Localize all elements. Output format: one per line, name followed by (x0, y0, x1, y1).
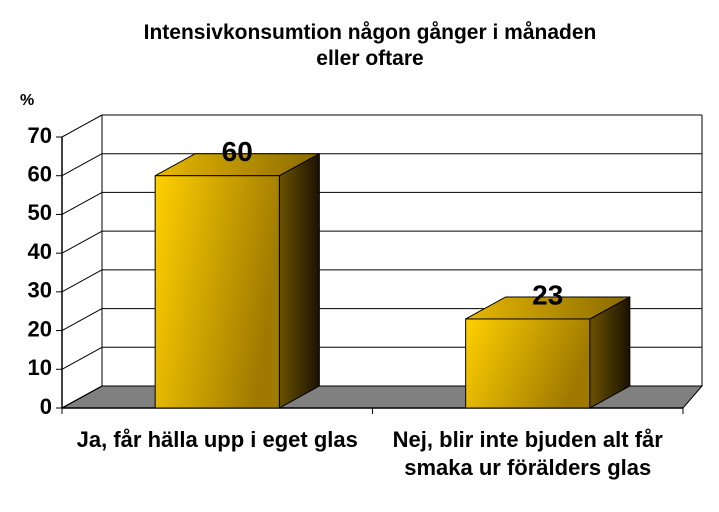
grid-line (61, 385, 103, 409)
value-label: 60 (222, 136, 253, 167)
grid-line (61, 230, 103, 254)
y-tick-label: 70 (28, 123, 52, 148)
x-tick-label: Nej, blir inte bjuden alt får smaka ur f… (392, 427, 663, 480)
grid-line (61, 191, 103, 215)
y-tick-label: 30 (28, 278, 52, 303)
grid-line (61, 153, 103, 177)
y-axis-label: % (20, 92, 35, 109)
value-label: 23 (532, 279, 563, 310)
grid-line (61, 269, 103, 293)
bar-side (278, 152, 320, 409)
bar (465, 318, 591, 409)
grid-line (61, 346, 103, 370)
y-tick-label: 0 (40, 394, 52, 419)
chart-title: Intensivkonsumtion någon gånger i månade… (143, 21, 597, 70)
y-tick-label: 20 (28, 316, 52, 341)
grid-line (61, 308, 103, 332)
y-tick-label: 10 (28, 355, 52, 380)
bar (154, 175, 280, 409)
x-tick-label: Ja, får hälla upp i eget glas (76, 427, 358, 452)
y-tick-label: 50 (28, 200, 52, 225)
y-tick-label: 40 (28, 239, 52, 264)
y-tick-label: 60 (28, 162, 52, 187)
grid-line (61, 114, 103, 138)
